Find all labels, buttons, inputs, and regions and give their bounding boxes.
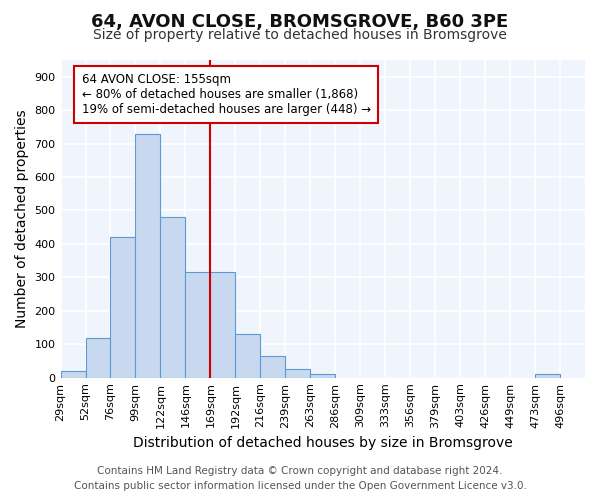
Y-axis label: Number of detached properties: Number of detached properties [15,110,29,328]
X-axis label: Distribution of detached houses by size in Bromsgrove: Distribution of detached houses by size … [133,436,512,450]
Bar [235,334,260,378]
Bar [286,370,310,378]
Bar [310,374,335,378]
Bar [86,338,110,378]
Bar [260,356,286,378]
Bar [211,272,235,378]
Bar [61,371,86,378]
Text: 64 AVON CLOSE: 155sqm
← 80% of detached houses are smaller (1,868)
19% of semi-d: 64 AVON CLOSE: 155sqm ← 80% of detached … [82,72,371,116]
Bar [535,374,560,378]
Text: Size of property relative to detached houses in Bromsgrove: Size of property relative to detached ho… [93,28,507,42]
Bar [160,217,185,378]
Text: Contains HM Land Registry data © Crown copyright and database right 2024.
Contai: Contains HM Land Registry data © Crown c… [74,466,526,491]
Bar [185,272,211,378]
Text: 64, AVON CLOSE, BROMSGROVE, B60 3PE: 64, AVON CLOSE, BROMSGROVE, B60 3PE [91,12,509,30]
Bar [110,237,136,378]
Bar [136,134,160,378]
